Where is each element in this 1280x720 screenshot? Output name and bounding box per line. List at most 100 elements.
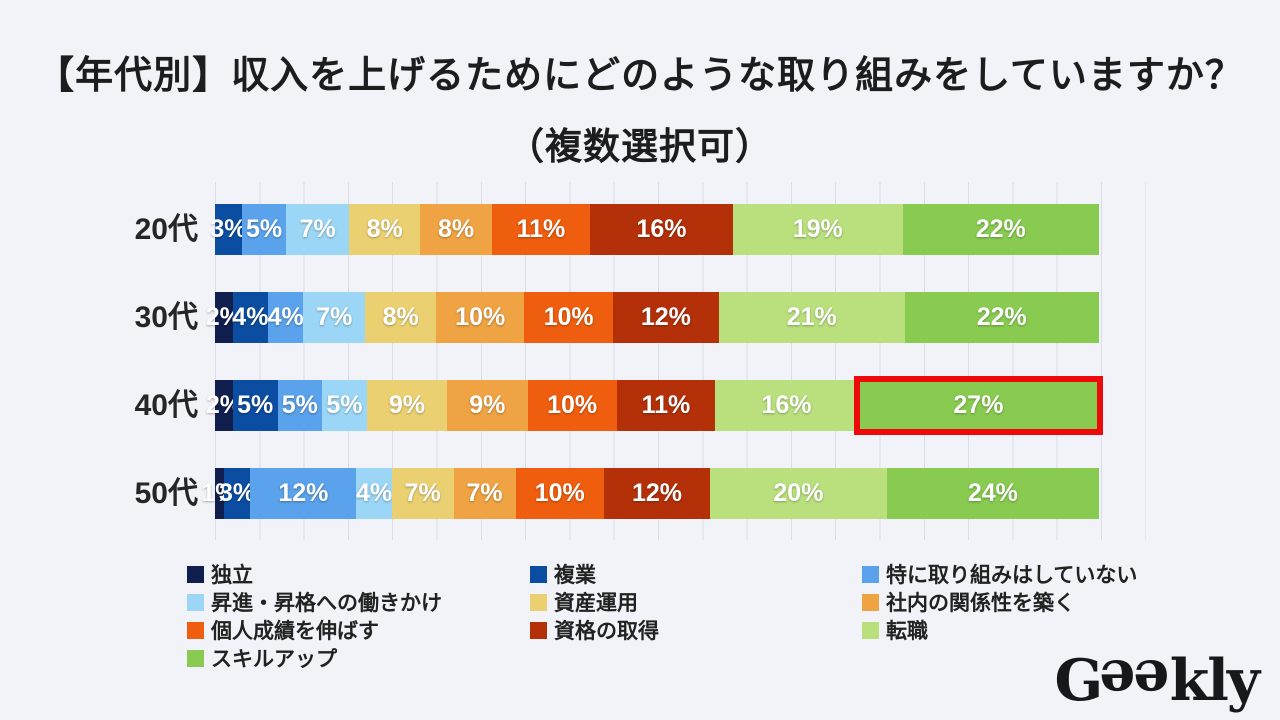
segment-value-label: 9%	[469, 391, 506, 419]
chart-area: 20代 3% 5% 7% 8% 8% 11% 16% 19% 22% 30代 2% 4% 4% 7% 8% 10…	[135, 182, 1146, 540]
segment-value-label: 11%	[516, 215, 566, 243]
logo-letter: G	[1054, 647, 1104, 714]
segment-value-label: 27%	[953, 391, 1004, 419]
category-label: 30代	[134, 301, 198, 334]
bar-segment: 4%	[232, 292, 268, 343]
segment-value-label: 5%	[237, 391, 274, 419]
segment-value-label: 5%	[326, 391, 363, 419]
legend-item: 複業	[530, 560, 862, 588]
segment-value-label: 12%	[278, 479, 329, 507]
segment-value-label: 22%	[975, 215, 1026, 243]
bar-segment: 5%	[232, 380, 278, 431]
bar-segment: 19%	[732, 204, 903, 255]
legend-item: 転職	[862, 616, 1187, 644]
legend-swatch	[187, 593, 204, 611]
bar-segment: 5%	[277, 380, 323, 431]
logo-letter-rotated-e: e	[1101, 647, 1136, 714]
geekly-logo: Geekly	[1054, 647, 1261, 714]
segment-value-label: 8%	[438, 215, 475, 243]
bar-segment: 3%	[210, 204, 246, 255]
segment-value-label: 10%	[455, 303, 506, 331]
bar-segment: 12%	[612, 292, 719, 343]
bar-segment: 2%	[206, 380, 242, 431]
segment-value-label: 16%	[636, 215, 687, 243]
bar-segment: 5%	[241, 204, 287, 255]
logo-letter-rotated-e: e	[1135, 647, 1170, 714]
legend-label: 昇進・昇格への働きかけ	[211, 592, 442, 615]
bar-segment: 7%	[453, 468, 516, 519]
segment-value-label: 8%	[382, 303, 419, 331]
bar-segment: 21%	[718, 292, 905, 343]
bar-segment: 10%	[527, 380, 617, 431]
bar-segment: 10%	[436, 292, 525, 343]
legend-item: 社内の関係性を築く	[862, 588, 1187, 616]
bar-segment: 12%	[603, 468, 711, 519]
bar-segment: 16%	[715, 380, 858, 431]
bar-segment: 8%	[365, 292, 436, 343]
legend-swatch	[187, 565, 204, 583]
legend-label: 個人成績を伸ばす	[211, 620, 379, 643]
segment-value-label: 24%	[967, 479, 1018, 507]
legend-swatch	[530, 565, 547, 583]
legend-item: 独立	[187, 560, 530, 588]
chart-subtitle: （複数選択可）	[507, 126, 773, 167]
segment-value-label: 3%	[210, 215, 247, 243]
bar-segment: 24%	[886, 468, 1099, 519]
legend-label: 資産運用	[554, 592, 638, 615]
category-label: 20代	[134, 213, 198, 246]
segment-value-label: 5%	[246, 215, 283, 243]
segment-value-label: 12%	[640, 303, 691, 331]
category-label: 50代	[134, 477, 198, 510]
segment-value-label: 22%	[976, 303, 1027, 331]
legend-label: 複業	[554, 564, 596, 587]
bar-segment: 7%	[303, 292, 366, 343]
legend-item: 特に取り組みはしていない	[862, 560, 1187, 588]
bar-segment: 9%	[366, 380, 448, 431]
segment-value-label: 8%	[366, 215, 403, 243]
bar-segment: 8%	[420, 204, 492, 255]
segment-value-label: 20%	[773, 479, 824, 507]
legend-label: 特に取り組みはしていない	[886, 564, 1138, 587]
segment-value-label: 21%	[786, 303, 837, 331]
legend-swatch	[187, 621, 204, 639]
segment-value-label: 12%	[631, 479, 683, 507]
legend-label: 独立	[211, 564, 253, 587]
chart-title: 【年代別】収入を上げるためにどのような取り組みをしていますか？	[36, 55, 1244, 97]
bar-row-40代: 40代 2% 5% 5% 5% 9% 9% 10% 11% 16% 27%	[135, 376, 1103, 435]
bar-segment: 7%	[286, 204, 349, 255]
legend-swatch	[530, 593, 547, 611]
segment-value-label: 3%	[219, 479, 256, 507]
legend-swatch	[187, 649, 204, 667]
segment-value-label: 19%	[792, 215, 843, 243]
segment-value-label: 7%	[404, 479, 441, 507]
legend-item: スキルアップ	[187, 644, 530, 672]
bar-segment: 4%	[268, 292, 304, 343]
bar-segment: 10%	[515, 468, 604, 519]
bar-segment: 10%	[524, 292, 613, 343]
bar-segment: 11%	[616, 380, 716, 431]
bar-segment: 5%	[322, 380, 367, 431]
segment-value-label: 10%	[547, 391, 598, 419]
legend-item: 資産運用	[530, 588, 862, 616]
segment-value-label: 7%	[316, 303, 353, 331]
legend-swatch	[862, 621, 879, 639]
bar-segment: 2%	[206, 292, 242, 343]
bar-segment: 9%	[447, 380, 528, 431]
legend-label: 転職	[886, 620, 928, 643]
bar-row-20代: 20代 3% 5% 7% 8% 8% 11% 16% 19% 22%	[135, 204, 1099, 255]
bar-row-50代: 50代 1% 3% 12% 4% 7% 7% 10% 12% 20% 24%	[135, 468, 1099, 519]
bar-segment: 8%	[348, 204, 421, 255]
segment-value-label: 9%	[388, 391, 426, 419]
bar-segment: 12%	[250, 468, 357, 519]
bar-segment: 7%	[391, 468, 454, 519]
legend-label: 資格の取得	[554, 620, 659, 643]
bar-row-30代: 30代 2% 4% 4% 7% 8% 10% 10% 12% 21% 22%	[135, 292, 1100, 343]
bar-segment-highlighted: 27%	[853, 376, 1103, 435]
bar-segment: 3%	[219, 468, 255, 519]
legend-item: 資格の取得	[530, 616, 862, 644]
segment-value-label: 16%	[761, 391, 812, 419]
bar-segment: 22%	[902, 204, 1099, 255]
segment-value-label: 10%	[534, 479, 585, 507]
segment-value-label: 4%	[356, 479, 393, 507]
segment-value-label: 7%	[466, 479, 503, 507]
